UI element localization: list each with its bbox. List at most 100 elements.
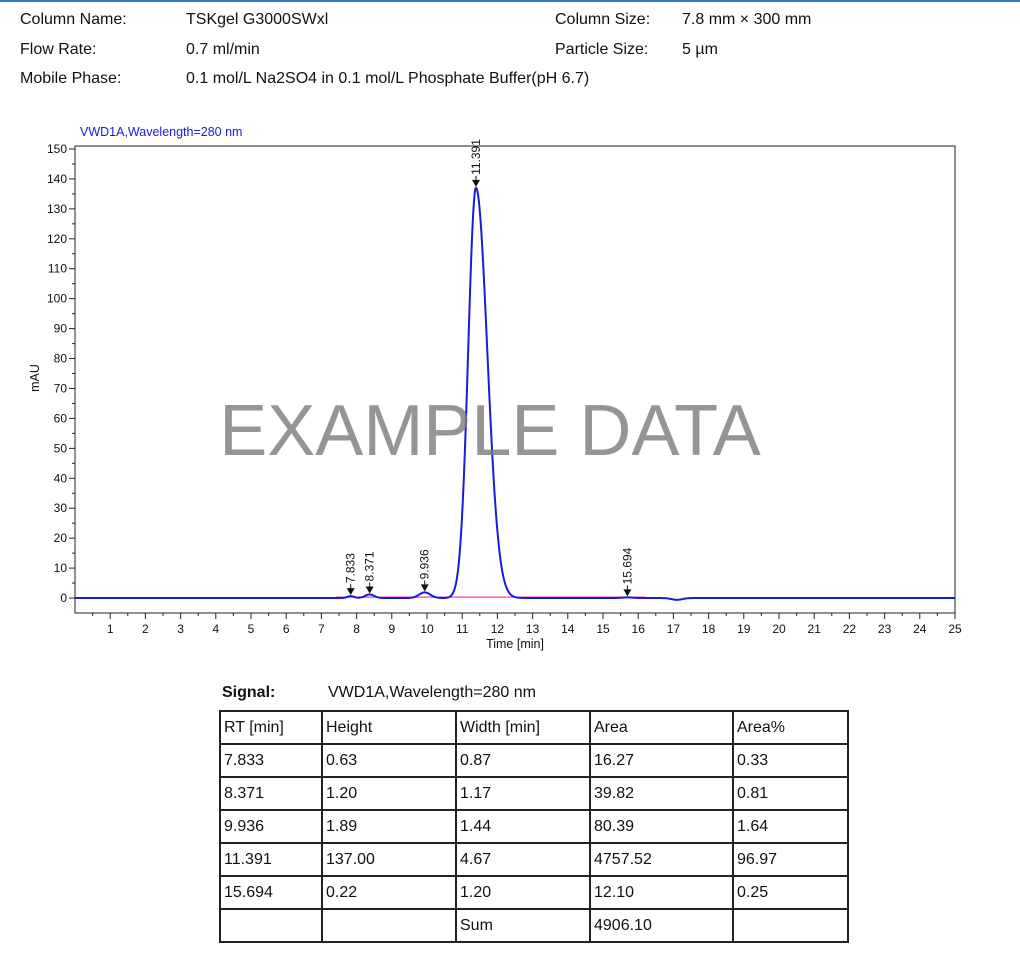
- cell-rt: 9.936: [219, 809, 323, 844]
- x-tick-label: 17: [667, 622, 681, 636]
- cell-area-percent: 0.81: [732, 776, 849, 811]
- chart-title: VWD1A,Wavelength=280 nm: [80, 125, 242, 139]
- table-row: 8.371 1.20 1.17 39.82 0.81: [219, 776, 849, 811]
- cell-width: 1.17: [455, 776, 591, 811]
- cell-sum-label: Sum: [455, 908, 591, 943]
- cell-width: 0.87: [455, 743, 591, 778]
- x-tick-label: 14: [561, 622, 575, 636]
- watermark-text: EXAMPLE DATA: [219, 391, 760, 471]
- x-tick-label: 7: [318, 622, 325, 636]
- cell-width: 1.20: [455, 875, 591, 910]
- x-tick-label: 16: [632, 622, 646, 636]
- flow-rate-label: Flow Rate:: [20, 41, 97, 58]
- table-row: 7.833 0.63 0.87 16.27 0.33: [219, 743, 849, 778]
- signal-row: Signal: VWD1A,Wavelength=280 nm: [222, 684, 536, 702]
- y-tick-label: 80: [54, 352, 68, 366]
- header-rt: RT [min]: [219, 710, 323, 745]
- cell-area: 12.10: [589, 875, 734, 910]
- cell-height: 137.00: [321, 842, 457, 877]
- y-tick-label: 110: [48, 262, 67, 276]
- peak-marker: [623, 589, 632, 597]
- peak-rt-label: 11.391: [469, 139, 483, 175]
- column-name-label: Column Name:: [20, 11, 127, 28]
- particle-size-value: 5 µm: [682, 41, 718, 58]
- cell-area-percent: 0.33: [732, 743, 849, 778]
- y-tick-label: 40: [54, 471, 68, 485]
- y-tick-label: 120: [47, 232, 67, 246]
- cell-rt: 11.391: [219, 842, 323, 877]
- signal-value: VWD1A,Wavelength=280 nm: [328, 684, 536, 701]
- peak-rt-label: 7.833: [344, 553, 358, 583]
- x-tick-label: 25: [948, 622, 962, 636]
- x-tick-label: 2: [142, 622, 149, 636]
- x-tick-label: 23: [878, 622, 892, 636]
- peak-rt-label: 9.936: [418, 549, 432, 579]
- peak-rt-label: 8.371: [363, 551, 377, 581]
- x-tick-label: 12: [491, 622, 505, 636]
- table-row: 15.694 0.22 1.20 12.10 0.25: [219, 875, 849, 910]
- cell-area: 4757.52: [589, 842, 734, 877]
- x-tick-label: 13: [526, 622, 540, 636]
- cell-rt: 8.371: [219, 776, 323, 811]
- y-tick-label: 10: [54, 561, 68, 575]
- table-row: 11.391 137.00 4.67 4757.52 96.97: [219, 842, 849, 877]
- x-axis-label: Time [min]: [486, 637, 544, 651]
- x-tick-label: 10: [420, 622, 434, 636]
- signal-label: Signal:: [222, 684, 276, 701]
- cell-rt: 7.833: [219, 743, 323, 778]
- peak-table: RT [min] Height Width [min] Area Area% 7…: [219, 710, 849, 943]
- header-area-percent: Area%: [732, 710, 849, 745]
- signal-trace: [75, 186, 955, 601]
- particle-size-label: Particle Size:: [555, 41, 649, 58]
- header-area: Area: [589, 710, 734, 745]
- y-tick-label: 100: [47, 292, 67, 306]
- x-tick-label: 1: [107, 622, 114, 636]
- column-size-label: Column Size:: [555, 11, 651, 28]
- cell-height: 0.63: [321, 743, 457, 778]
- table-header-row: RT [min] Height Width [min] Area Area%: [219, 710, 849, 745]
- cell-height: 1.20: [321, 776, 457, 811]
- x-tick-label: 4: [212, 622, 219, 636]
- cell-area: 39.82: [589, 776, 734, 811]
- y-tick-label: 30: [54, 501, 68, 515]
- y-tick-label: 70: [54, 381, 68, 395]
- x-tick-label: 24: [913, 622, 927, 636]
- y-tick-label: 130: [47, 202, 67, 216]
- x-tick-label: 11: [456, 622, 469, 636]
- y-tick-label: 0: [60, 591, 67, 605]
- cell-sum-area: 4906.10: [589, 908, 734, 943]
- cell-rt: 15.694: [219, 875, 323, 910]
- column-name-value: TSKgel G3000SWxl: [186, 11, 329, 28]
- cell-area: 80.39: [589, 809, 734, 844]
- y-tick-label: 20: [54, 531, 68, 545]
- x-tick-label: 6: [283, 622, 290, 636]
- x-tick-label: 8: [353, 622, 360, 636]
- peak-marker: [365, 586, 374, 594]
- chromatogram-chart: VWD1A,Wavelength=280 nm 0 10 20 30 40 50 60 70 8…: [28, 125, 962, 651]
- peak-marker: [420, 584, 429, 592]
- trace-layer: [75, 186, 955, 601]
- column-size-value: 7.8 mm × 300 mm: [682, 11, 812, 28]
- peak-marker: [471, 179, 480, 187]
- top-rule: [0, 0, 1020, 2]
- cell-height: [321, 908, 457, 943]
- cell-area: 16.27: [589, 743, 734, 778]
- peak-marker: [346, 588, 355, 596]
- y-tick-label: 150: [47, 142, 67, 156]
- cell-area-percent: 0.25: [732, 875, 849, 910]
- header-height: Height: [321, 710, 457, 745]
- y-tick-label: 50: [54, 441, 68, 455]
- peak-rt-label: 15.694: [620, 547, 634, 584]
- plot-frame: [74, 145, 956, 614]
- x-tick-label: 20: [772, 622, 786, 636]
- x-tick-label: 5: [248, 622, 255, 636]
- x-tick-label: 19: [737, 622, 751, 636]
- x-tick-label: 18: [702, 622, 716, 636]
- header-width: Width [min]: [455, 710, 591, 745]
- x-tick-label: 3: [177, 622, 184, 636]
- cell-area-percent: 1.64: [732, 809, 849, 844]
- flow-rate-value: 0.7 ml/min: [186, 41, 260, 58]
- y-axis-label: mAU: [28, 364, 42, 392]
- x-tick-label: 22: [843, 622, 857, 636]
